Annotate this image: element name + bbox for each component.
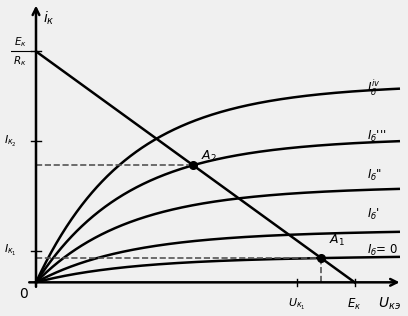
Text: $U_{кэ}$: $U_{кэ}$ — [378, 296, 401, 312]
Text: $I_б$= 0: $I_б$= 0 — [367, 243, 399, 258]
Text: $I_{к_1}$: $I_{к_1}$ — [4, 243, 17, 258]
Text: $I_{к_2}$: $I_{к_2}$ — [4, 134, 17, 149]
Text: $I_б$': $I_б$' — [367, 207, 380, 222]
Text: 0: 0 — [19, 288, 28, 301]
Text: $U_{к_1}$: $U_{к_1}$ — [288, 297, 306, 312]
Text: $i_к$: $i_к$ — [43, 10, 55, 27]
Text: $A_1$: $A_1$ — [329, 233, 345, 248]
Text: $I_б$''': $I_б$''' — [367, 129, 387, 144]
Text: $I_б^{iv}$: $I_б^{iv}$ — [367, 78, 381, 98]
Text: $E_к$: $E_к$ — [348, 297, 362, 312]
Text: $E_к$: $E_к$ — [13, 35, 27, 49]
Text: $I_б$": $I_б$" — [367, 168, 382, 183]
Text: $A_2$: $A_2$ — [201, 149, 217, 164]
Text: $R_к$: $R_к$ — [13, 54, 27, 68]
